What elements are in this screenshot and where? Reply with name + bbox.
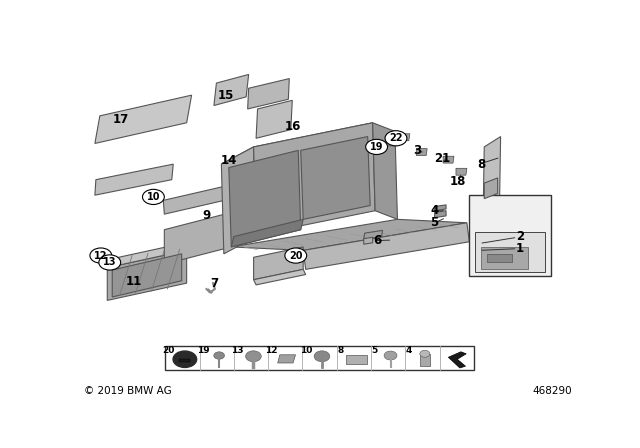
Text: 15: 15 <box>218 89 234 102</box>
Text: 20: 20 <box>163 346 175 355</box>
Polygon shape <box>449 352 466 368</box>
Text: 9: 9 <box>202 209 211 222</box>
Text: 8: 8 <box>477 158 486 171</box>
Polygon shape <box>221 147 256 254</box>
Circle shape <box>143 190 164 204</box>
Text: 12: 12 <box>266 346 278 355</box>
Bar <box>165 345 474 370</box>
Polygon shape <box>303 223 469 269</box>
Bar <box>420 354 430 366</box>
Polygon shape <box>253 269 306 285</box>
Polygon shape <box>164 212 231 264</box>
Polygon shape <box>229 151 301 247</box>
Polygon shape <box>364 230 383 239</box>
Text: 468290: 468290 <box>532 386 572 396</box>
Text: 18: 18 <box>450 175 466 188</box>
Text: 10: 10 <box>300 346 312 355</box>
Circle shape <box>365 139 388 155</box>
Polygon shape <box>435 211 446 218</box>
Text: 16: 16 <box>285 120 301 133</box>
Bar <box>469 195 551 276</box>
Text: 4: 4 <box>431 204 439 217</box>
Text: 1: 1 <box>516 242 524 255</box>
Circle shape <box>285 248 307 263</box>
Polygon shape <box>278 355 296 363</box>
Bar <box>179 359 190 362</box>
Text: 19: 19 <box>196 346 209 355</box>
Text: © 2019 BMW AG: © 2019 BMW AG <box>84 386 172 396</box>
Circle shape <box>314 351 330 362</box>
Polygon shape <box>435 205 446 211</box>
Polygon shape <box>253 247 303 280</box>
Bar <box>346 355 367 364</box>
Bar <box>481 247 528 269</box>
Text: 6: 6 <box>374 233 381 246</box>
Text: 5: 5 <box>371 346 378 355</box>
Circle shape <box>246 351 261 362</box>
Text: 19: 19 <box>370 142 383 152</box>
Circle shape <box>385 131 407 146</box>
Circle shape <box>173 351 196 367</box>
Text: 17: 17 <box>113 113 129 126</box>
Text: 11: 11 <box>125 275 141 288</box>
Text: 7: 7 <box>210 277 218 290</box>
Text: 5: 5 <box>431 216 439 229</box>
Polygon shape <box>372 123 397 220</box>
Polygon shape <box>108 242 190 267</box>
Text: 13: 13 <box>103 258 116 267</box>
Polygon shape <box>387 139 397 146</box>
Polygon shape <box>95 164 173 195</box>
Polygon shape <box>364 237 372 244</box>
Circle shape <box>99 255 121 270</box>
Text: 13: 13 <box>231 346 244 355</box>
Circle shape <box>214 352 225 359</box>
Polygon shape <box>399 134 410 141</box>
Polygon shape <box>95 95 191 143</box>
Text: 3: 3 <box>413 144 421 157</box>
Polygon shape <box>231 220 467 250</box>
Bar <box>476 232 545 272</box>
Polygon shape <box>163 185 229 214</box>
Text: 2: 2 <box>516 230 524 243</box>
Polygon shape <box>484 178 498 198</box>
Polygon shape <box>301 137 370 220</box>
Polygon shape <box>416 149 428 155</box>
Text: 14: 14 <box>221 154 237 167</box>
Polygon shape <box>253 123 375 235</box>
Polygon shape <box>483 137 500 240</box>
Bar <box>486 254 511 263</box>
Circle shape <box>384 351 397 360</box>
Text: 20: 20 <box>289 250 303 261</box>
Text: 21: 21 <box>434 152 450 165</box>
Text: 4: 4 <box>406 346 412 355</box>
Text: 10: 10 <box>147 192 160 202</box>
Text: 22: 22 <box>389 133 403 143</box>
Polygon shape <box>221 123 372 164</box>
Text: 12: 12 <box>94 250 108 261</box>
Circle shape <box>90 248 112 263</box>
Polygon shape <box>443 156 454 163</box>
Polygon shape <box>231 220 303 247</box>
Polygon shape <box>456 168 467 175</box>
Polygon shape <box>112 254 182 297</box>
Text: 8: 8 <box>337 346 343 355</box>
Polygon shape <box>256 100 292 138</box>
Polygon shape <box>248 78 289 109</box>
Polygon shape <box>214 74 249 106</box>
Circle shape <box>420 350 430 357</box>
Polygon shape <box>108 250 187 301</box>
